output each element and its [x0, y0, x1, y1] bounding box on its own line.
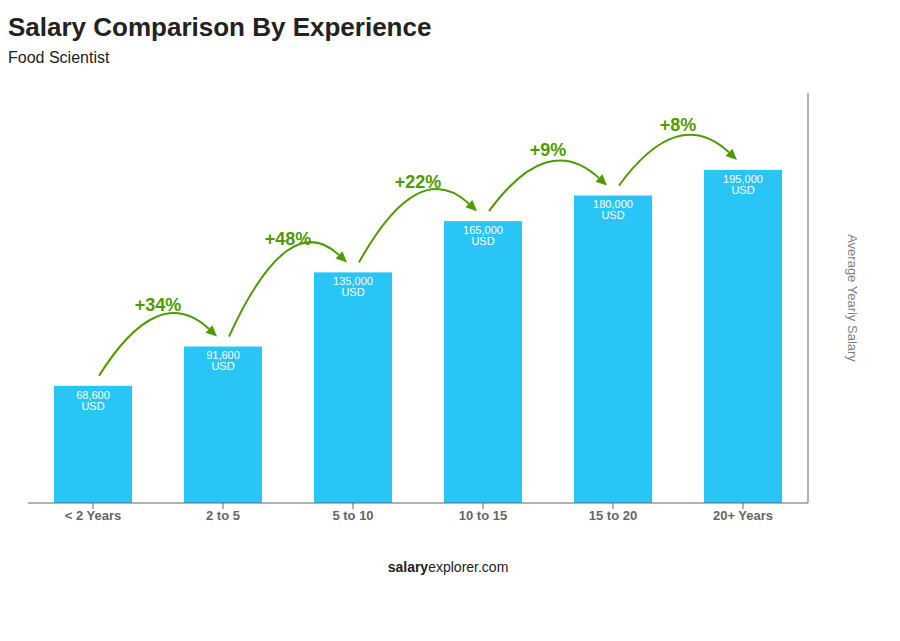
html-text:Food Scientist: Food Scientist	[8, 49, 110, 66]
svg-text:135,000USD: 135,000USD	[333, 275, 373, 298]
svg-text:165,000USD: 165,000USD	[463, 224, 503, 247]
svg-text:< 2 Years: < 2 Years	[65, 508, 122, 523]
svg-text:+8%: +8%	[660, 115, 697, 135]
html-text:Salary Comparison By Experienc: Salary Comparison By Experience	[8, 12, 432, 42]
svg-text:2 to 5: 2 to 5	[206, 508, 240, 523]
html-text:salary explorer.com: salary explorer.com	[387, 559, 509, 575]
svg-text:+48%: +48%	[265, 229, 312, 249]
svg-text:91,600USD: 91,600USD	[206, 349, 240, 372]
svg-text:+22%: +22%	[395, 172, 442, 192]
svg-text:20+ Years: 20+ Years	[713, 508, 773, 523]
svg-text:10 to 15: 10 to 15	[459, 508, 507, 523]
svg-text:5 to 10: 5 to 10	[332, 508, 373, 523]
svg-text:Average Yearly Salary: Average Yearly Salary	[845, 234, 860, 362]
svg-text:195,000USD: 195,000USD	[723, 173, 763, 196]
svg-text:68,600USD: 68,600USD	[76, 389, 110, 412]
svg-text:+9%: +9%	[530, 140, 567, 160]
svg-text:+34%: +34%	[135, 295, 182, 315]
svg-text:180,000USD: 180,000USD	[593, 198, 633, 221]
svg-text:15 to 20: 15 to 20	[589, 508, 637, 523]
